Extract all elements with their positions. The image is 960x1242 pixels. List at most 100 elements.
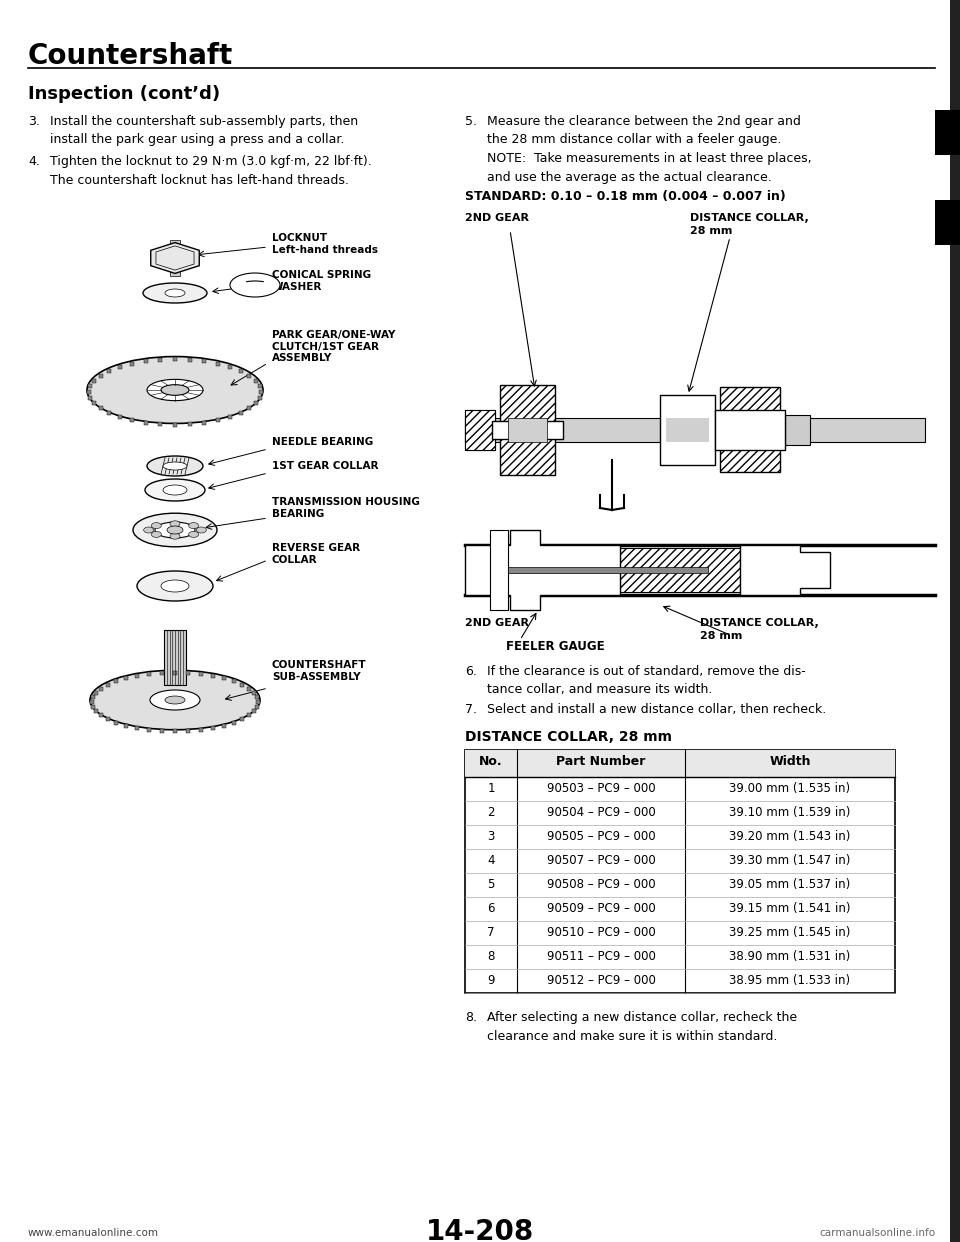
- Bar: [257, 396, 262, 400]
- Bar: [216, 419, 220, 422]
- Bar: [114, 679, 118, 683]
- Bar: [144, 359, 148, 364]
- Text: 90510 – PC9 – 000: 90510 – PC9 – 000: [546, 927, 656, 939]
- Bar: [91, 696, 95, 699]
- Text: CONICAL SPRING
WASHER: CONICAL SPRING WASHER: [272, 270, 372, 292]
- Bar: [124, 724, 129, 728]
- Text: No.: No.: [479, 755, 503, 768]
- Bar: [239, 369, 243, 373]
- Text: 39.30 mm (1.547 in): 39.30 mm (1.547 in): [730, 854, 851, 867]
- Ellipse shape: [165, 696, 185, 704]
- Bar: [92, 379, 96, 383]
- Text: www.emanualonline.com: www.emanualonline.com: [28, 1228, 159, 1238]
- Bar: [248, 374, 252, 378]
- Bar: [255, 704, 259, 708]
- Bar: [108, 411, 111, 415]
- Bar: [247, 687, 251, 691]
- Text: 2: 2: [488, 806, 494, 818]
- Bar: [465, 410, 495, 450]
- Ellipse shape: [161, 385, 189, 395]
- Bar: [188, 422, 192, 426]
- Bar: [950, 0, 960, 1242]
- Ellipse shape: [137, 571, 213, 601]
- Bar: [94, 709, 98, 713]
- Ellipse shape: [145, 479, 205, 501]
- Bar: [239, 411, 243, 415]
- Text: 38.90 mm (1.531 in): 38.90 mm (1.531 in): [730, 950, 851, 963]
- Text: 90505 – PC9 – 000: 90505 – PC9 – 000: [546, 830, 656, 843]
- Text: 90509 – PC9 – 000: 90509 – PC9 – 000: [546, 902, 656, 915]
- Bar: [99, 406, 103, 410]
- Bar: [135, 725, 139, 730]
- Text: 39.05 mm (1.537 in): 39.05 mm (1.537 in): [730, 878, 851, 891]
- Text: REVERSE GEAR
COLLAR: REVERSE GEAR COLLAR: [272, 543, 360, 565]
- Text: 90507 – PC9 – 000: 90507 – PC9 – 000: [546, 854, 656, 867]
- Bar: [88, 396, 92, 400]
- Text: If the clearance is out of standard, remove the dis-
tance collar, and measure i: If the clearance is out of standard, rem…: [487, 664, 805, 697]
- Bar: [87, 390, 91, 394]
- Bar: [106, 683, 109, 687]
- Text: Countershaft: Countershaft: [28, 42, 233, 70]
- Ellipse shape: [188, 532, 199, 538]
- Polygon shape: [465, 530, 620, 610]
- Text: DISTANCE COLLAR,
28 mm: DISTANCE COLLAR, 28 mm: [700, 619, 819, 641]
- Text: 39.15 mm (1.541 in): 39.15 mm (1.541 in): [730, 902, 851, 915]
- Bar: [252, 691, 256, 696]
- Bar: [99, 687, 103, 691]
- Bar: [228, 415, 232, 419]
- Bar: [210, 674, 215, 678]
- Text: LOCKNUT
Left-hand threads: LOCKNUT Left-hand threads: [272, 233, 378, 255]
- Bar: [114, 720, 118, 724]
- Text: 39.20 mm (1.543 in): 39.20 mm (1.543 in): [730, 830, 851, 843]
- Bar: [935, 111, 960, 155]
- Text: 39.25 mm (1.545 in): 39.25 mm (1.545 in): [730, 927, 851, 939]
- Ellipse shape: [150, 691, 200, 710]
- Text: 90511 – PC9 – 000: 90511 – PC9 – 000: [546, 950, 656, 963]
- Bar: [160, 729, 164, 733]
- Text: Width: Width: [769, 755, 811, 768]
- Bar: [785, 415, 810, 445]
- Bar: [108, 369, 111, 373]
- Bar: [231, 679, 236, 683]
- Bar: [130, 419, 134, 422]
- Bar: [256, 700, 260, 704]
- Bar: [164, 630, 186, 686]
- Text: DISTANCE COLLAR,
28 mm: DISTANCE COLLAR, 28 mm: [690, 212, 808, 236]
- Ellipse shape: [165, 289, 185, 297]
- Bar: [186, 729, 190, 733]
- Bar: [257, 384, 262, 389]
- Bar: [247, 713, 251, 717]
- Bar: [228, 365, 232, 369]
- Bar: [231, 720, 236, 724]
- Text: 7: 7: [488, 927, 494, 939]
- Bar: [90, 700, 94, 704]
- Text: Tighten the locknut to 29 N·m (3.0 kgf·m, 22 lbf·ft).
The countershaft locknut h: Tighten the locknut to 29 N·m (3.0 kgf·m…: [50, 155, 372, 186]
- Ellipse shape: [197, 527, 206, 533]
- Bar: [508, 419, 547, 442]
- Bar: [222, 677, 226, 681]
- Bar: [124, 677, 129, 681]
- Ellipse shape: [155, 522, 195, 538]
- Text: 2ND GEAR: 2ND GEAR: [465, 212, 529, 224]
- Ellipse shape: [133, 513, 217, 546]
- Text: Part Number: Part Number: [556, 755, 646, 768]
- Text: 90504 – PC9 – 000: 90504 – PC9 – 000: [546, 806, 656, 818]
- Polygon shape: [740, 545, 830, 595]
- Bar: [199, 728, 203, 732]
- Text: COUNTERSHAFT
SUB-ASSEMBLY: COUNTERSHAFT SUB-ASSEMBLY: [272, 660, 367, 682]
- Ellipse shape: [152, 523, 161, 529]
- Bar: [216, 361, 220, 365]
- Bar: [92, 401, 96, 405]
- Text: 3.: 3.: [28, 116, 40, 128]
- Bar: [465, 750, 895, 994]
- Ellipse shape: [147, 456, 203, 476]
- Bar: [203, 421, 206, 425]
- Bar: [490, 530, 508, 610]
- Text: Inspection (cont’d): Inspection (cont’d): [28, 84, 220, 103]
- Text: carmanualsonline.info: carmanualsonline.info: [819, 1228, 935, 1238]
- Text: 38.95 mm (1.533 in): 38.95 mm (1.533 in): [730, 974, 851, 987]
- Bar: [173, 729, 177, 733]
- Polygon shape: [151, 242, 200, 273]
- Bar: [715, 410, 785, 450]
- Bar: [222, 724, 226, 728]
